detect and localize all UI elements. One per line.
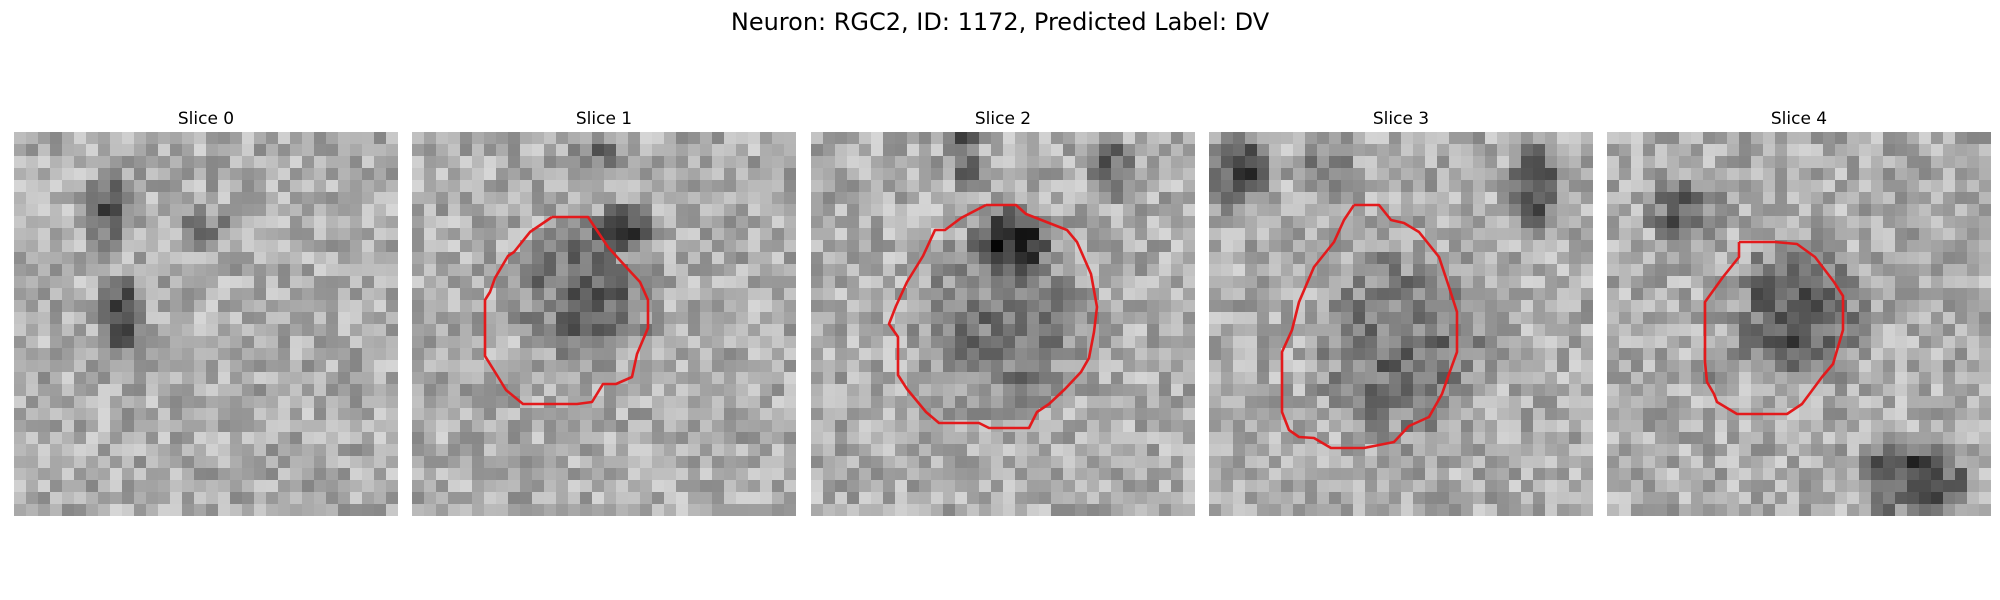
- segmentation-overlay: [887, 203, 1099, 430]
- slice-panel-0: Slice 0: [14, 108, 398, 516]
- pixel-grid: [811, 132, 1195, 516]
- segmentation-overlay: [1703, 240, 1845, 416]
- slice-title: Slice 3: [1372, 109, 1430, 129]
- grayscale-image: [412, 132, 796, 516]
- cell-contour: [1280, 203, 1459, 450]
- grayscale-image: [811, 132, 1195, 516]
- grayscale-image: [1209, 132, 1593, 516]
- cell-contour: [1703, 240, 1845, 416]
- segmentation-overlay: [483, 215, 650, 406]
- slice-panel-4: Slice 4: [1607, 108, 1991, 516]
- slice-panel-1: Slice 1: [412, 108, 796, 516]
- slice-title: Slice 2: [974, 109, 1032, 129]
- grayscale-image: [1607, 132, 1991, 516]
- pixel-grid: [412, 132, 796, 516]
- figure-title: Neuron: RGC2, ID: 1172, Predicted Label:…: [730, 8, 1270, 36]
- segmentation-overlay: [1280, 203, 1459, 450]
- grayscale-image: [14, 132, 398, 516]
- slice-title: Slice 0: [177, 109, 235, 129]
- pixel-grid: [1209, 132, 1593, 516]
- slice-title: Slice 4: [1770, 109, 1828, 129]
- cell-contour: [887, 203, 1099, 430]
- slice-title: Slice 1: [575, 109, 633, 129]
- pixel-grid: [1607, 132, 1991, 516]
- slice-panel-2: Slice 2: [811, 108, 1195, 516]
- pixel-grid: [14, 132, 398, 516]
- cell-contour: [483, 215, 650, 406]
- slice-panel-3: Slice 3: [1209, 108, 1593, 516]
